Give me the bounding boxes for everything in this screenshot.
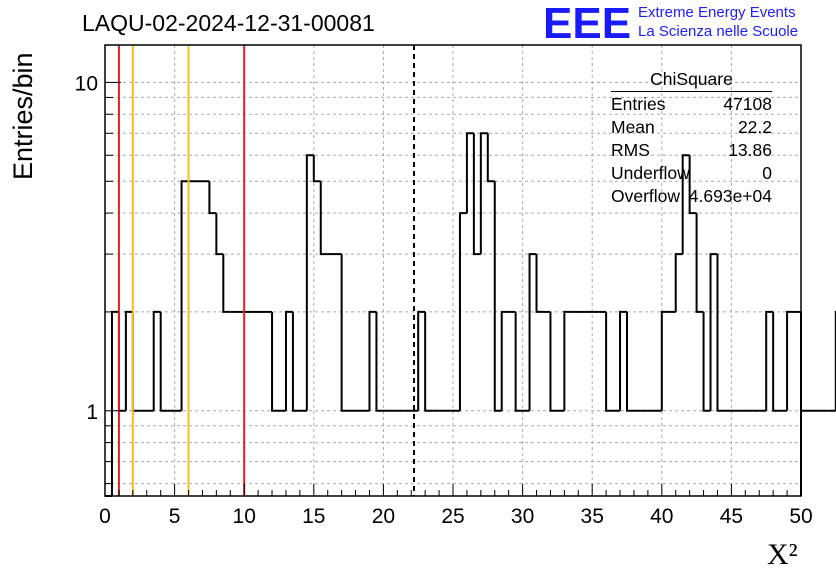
x-tick-label: 45 xyxy=(720,505,743,528)
reference-lines xyxy=(117,45,416,496)
histogram-bin xyxy=(479,132,488,255)
stats-row-rms: RMS 13.86 xyxy=(611,139,772,162)
histogram-bin xyxy=(117,311,126,412)
stats-label: Underflow xyxy=(611,163,690,183)
histogram-bin xyxy=(549,311,558,412)
histogram-bin xyxy=(312,155,321,183)
histogram-bin xyxy=(424,311,433,412)
histogram-bin xyxy=(208,181,217,215)
stats-row-overflow: Overflow 4.693e+04 xyxy=(611,185,772,208)
histogram-bin xyxy=(514,311,523,412)
histogram-bin xyxy=(688,155,697,215)
histogram-bin xyxy=(563,310,572,411)
histogram-bin xyxy=(110,310,119,496)
histogram-bin xyxy=(528,253,537,411)
eee-logo: EEE xyxy=(543,2,631,42)
x-tick-label: 0 xyxy=(99,505,111,528)
histogram-bin xyxy=(786,310,795,411)
brand-text: Extreme Energy Events La Scienza nelle S… xyxy=(638,3,798,41)
histogram-bin xyxy=(368,310,377,411)
histogram-bin xyxy=(660,310,669,411)
histogram-bin xyxy=(458,212,467,411)
x-tick-label: 30 xyxy=(511,505,534,528)
stats-label: RMS xyxy=(611,140,650,160)
stats-row-mean: Mean 22.2 xyxy=(611,116,772,139)
histogram-bin xyxy=(271,311,279,412)
x-tick-label: 50 xyxy=(789,505,812,528)
histogram-bin xyxy=(215,213,224,256)
axis-ticks: 0 5 10 15 20 25 30 35 40 45 50 1 10 xyxy=(75,72,813,528)
stats-box: ChiSquare Entries 47108 Mean 22.2 RMS 13.86… xyxy=(611,68,772,208)
histogram-bin xyxy=(500,310,509,411)
x-tick-label: 15 xyxy=(302,505,325,528)
stats-label: Entries xyxy=(611,94,666,114)
histogram-bin xyxy=(709,253,718,411)
stats-header: ChiSquare xyxy=(611,68,772,92)
histogram-bin xyxy=(305,154,314,411)
histogram-bin xyxy=(319,181,328,256)
histogram-bin xyxy=(472,133,481,256)
histogram-bin xyxy=(131,311,140,412)
x-tick-label: 35 xyxy=(581,505,604,528)
stats-row-entries: Entries 47108 xyxy=(611,93,772,116)
stats-label: Overflow xyxy=(611,186,681,206)
stats-value: 4.693e+04 xyxy=(688,186,772,206)
histogram-bin xyxy=(180,180,189,411)
stats-value: 0 xyxy=(762,163,772,183)
x-tick-label: 25 xyxy=(441,505,464,528)
histogram-bin xyxy=(486,133,495,183)
histogram-bin xyxy=(222,254,231,313)
stats-value: 47108 xyxy=(723,94,772,114)
y-axis-label: Entries/bin xyxy=(8,52,38,180)
stats-value: 13.86 xyxy=(728,140,772,160)
histogram-bin xyxy=(800,311,808,412)
x-tick-label: 5 xyxy=(169,505,181,528)
histogram-bin xyxy=(605,311,614,412)
histogram-bin xyxy=(716,254,725,412)
y-tick-label: 10 xyxy=(75,72,98,95)
histogram-bin xyxy=(626,311,634,412)
histogram-bin xyxy=(695,213,704,313)
histogram-bin xyxy=(417,310,426,411)
chart-title: LAQU-02-2024-12-31-00081 xyxy=(82,10,375,36)
stats-label: Mean xyxy=(611,117,655,137)
histogram-bin xyxy=(124,310,133,411)
stats-row-underflow: Underflow 0 xyxy=(611,162,772,185)
histogram-bin xyxy=(291,311,300,412)
histogram-bin xyxy=(681,154,690,255)
histogram-bin xyxy=(535,254,544,313)
histogram-bin xyxy=(772,311,781,412)
histogram-bin xyxy=(340,254,349,412)
histogram-bin xyxy=(702,311,711,412)
histogram-bin xyxy=(465,132,474,214)
x-axis-label: X² xyxy=(767,538,798,571)
histogram-bin xyxy=(493,181,502,412)
histogram-bin xyxy=(765,310,774,411)
histogram-bin xyxy=(152,310,161,411)
stats-value: 22.2 xyxy=(737,117,772,137)
histogram-bin xyxy=(375,311,384,412)
histogram-bin xyxy=(619,310,627,411)
x-tick-label: 20 xyxy=(372,505,395,528)
brand-line-1: Extreme Energy Events xyxy=(638,4,796,21)
brand-line-2: La Scienza nelle Scuole xyxy=(638,23,799,40)
x-tick-label: 40 xyxy=(650,505,673,528)
histogram-bin xyxy=(674,253,683,312)
logo-text: EEE xyxy=(543,2,631,42)
histogram-bin xyxy=(159,311,168,412)
y-tick-label: 1 xyxy=(86,401,98,424)
histogram-bin xyxy=(284,310,293,411)
x-tick-label: 10 xyxy=(233,505,256,528)
